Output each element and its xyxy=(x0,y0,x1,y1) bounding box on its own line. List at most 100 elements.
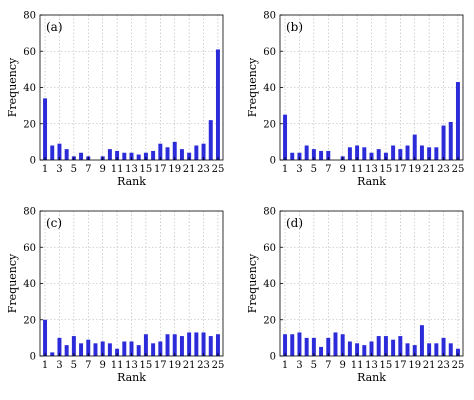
bar-rank-11 xyxy=(115,348,120,356)
x-tick-label: 13 xyxy=(125,164,138,175)
bar-rank-10 xyxy=(107,149,112,160)
y-axis-label: Frequency xyxy=(6,253,19,313)
x-tick-label: 21 xyxy=(183,360,196,371)
y-tick-label: 20 xyxy=(263,119,276,130)
x-tick-label: 25 xyxy=(212,164,225,175)
x-tick-label: 9 xyxy=(339,164,345,175)
x-tick-label: 1 xyxy=(42,360,48,371)
bar-rank-1 xyxy=(43,319,48,356)
bar-rank-5 xyxy=(311,149,316,160)
y-tick-label: 60 xyxy=(263,243,276,254)
bar-rank-1 xyxy=(283,114,288,160)
bar-rank-18 xyxy=(165,334,170,356)
bar-rank-12 xyxy=(362,345,367,356)
x-tick-label: 11 xyxy=(351,164,364,175)
x-tick-label: 21 xyxy=(423,164,436,175)
x-tick-label: 11 xyxy=(111,360,124,371)
bar-rank-19 xyxy=(172,141,177,160)
x-tick-label: 5 xyxy=(311,360,317,371)
x-tick-label: 1 xyxy=(282,164,288,175)
x-axis-label: Rank xyxy=(117,175,146,188)
bar-rank-3 xyxy=(57,143,62,160)
y-tick-label: 80 xyxy=(23,11,36,22)
x-tick-label: 15 xyxy=(380,360,393,371)
x-tick-label: 7 xyxy=(85,360,91,371)
bar-rank-10 xyxy=(107,343,112,356)
bar-rank-24 xyxy=(448,343,453,356)
bar-rank-22 xyxy=(194,332,199,356)
bar-rank-13 xyxy=(369,152,374,160)
y-tick-label: 0 xyxy=(30,352,36,363)
x-tick-label: 5 xyxy=(311,164,317,175)
x-tick-label: 15 xyxy=(140,360,153,371)
bar-rank-8 xyxy=(93,343,98,356)
x-tick-label: 19 xyxy=(408,164,421,175)
x-tick-label: 17 xyxy=(154,360,167,371)
bar-rank-17 xyxy=(158,143,163,160)
y-tick-label: 40 xyxy=(263,279,276,290)
x-tick-label: 17 xyxy=(154,164,167,175)
bar-rank-19 xyxy=(412,345,417,356)
bar-rank-16 xyxy=(151,150,156,160)
bar-rank-4 xyxy=(304,145,309,160)
bar-rank-16 xyxy=(391,145,396,160)
x-tick-label: 19 xyxy=(168,360,181,371)
bar-rank-14 xyxy=(136,345,141,356)
x-tick-label: 23 xyxy=(437,164,450,175)
y-axis-label: Frequency xyxy=(6,57,19,117)
x-tick-label: 25 xyxy=(452,360,465,371)
bar-rank-1 xyxy=(283,334,288,356)
bar-rank-24 xyxy=(448,121,453,160)
bar-rank-25 xyxy=(455,82,460,160)
bar-rank-4 xyxy=(304,337,309,356)
x-tick-label: 9 xyxy=(99,360,105,371)
bar-rank-25 xyxy=(215,49,220,160)
y-tick-label: 0 xyxy=(270,156,276,167)
bar-rank-24 xyxy=(208,336,213,356)
x-tick-label: 9 xyxy=(99,164,105,175)
bar-rank-16 xyxy=(151,343,156,356)
x-tick-label: 13 xyxy=(125,360,138,371)
bar-rank-22 xyxy=(194,145,199,160)
x-tick-label: 21 xyxy=(423,360,436,371)
x-axis-label: Rank xyxy=(117,371,146,384)
x-tick-label: 7 xyxy=(325,360,331,371)
bar-rank-14 xyxy=(376,149,381,160)
bar-rank-10 xyxy=(347,147,352,160)
x-tick-label: 3 xyxy=(56,164,62,175)
x-tick-label: 9 xyxy=(339,360,345,371)
x-tick-label: 7 xyxy=(325,164,331,175)
bar-rank-14 xyxy=(376,336,381,356)
bar-rank-8 xyxy=(333,332,338,356)
x-tick-label: 19 xyxy=(168,164,181,175)
bar-rank-23 xyxy=(441,337,446,356)
x-tick-label: 19 xyxy=(408,360,421,371)
bar-rank-13 xyxy=(129,152,134,160)
bar-rank-15 xyxy=(383,336,388,356)
x-tick-label: 17 xyxy=(394,360,407,371)
x-tick-label: 23 xyxy=(197,164,210,175)
x-tick-label: 7 xyxy=(85,164,91,175)
bar-rank-22 xyxy=(434,147,439,160)
bar-rank-2 xyxy=(50,352,55,356)
bar-rank-7 xyxy=(326,150,331,160)
x-tick-label: 3 xyxy=(56,360,62,371)
bar-rank-17 xyxy=(158,341,163,356)
bar-rank-18 xyxy=(405,343,410,356)
x-tick-label: 23 xyxy=(197,360,210,371)
x-tick-label: 11 xyxy=(111,164,124,175)
bar-rank-2 xyxy=(290,152,295,160)
bar-rank-19 xyxy=(412,134,417,160)
x-tick-label: 25 xyxy=(212,360,225,371)
bar-rank-6 xyxy=(319,346,324,356)
bar-rank-21 xyxy=(427,343,432,356)
x-tick-label: 21 xyxy=(183,164,196,175)
x-tick-label: 15 xyxy=(140,164,153,175)
bar-rank-18 xyxy=(405,145,410,160)
bar-rank-2 xyxy=(290,334,295,356)
panel-label: (a) xyxy=(46,20,63,34)
